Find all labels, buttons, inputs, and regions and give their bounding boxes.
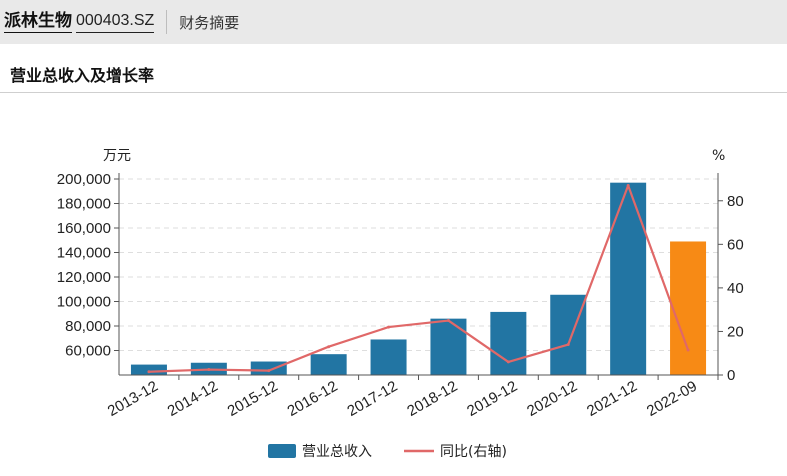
revenue-bars [130,182,707,375]
growth-point-2013-12[interactable] [147,370,151,374]
chart-legend: 营业总收入 同比(右轴) [268,444,507,460]
right-tick-label: 40 [727,280,744,297]
x-tick-label: 2016-12 [284,378,340,420]
x-tick-label: 2015-12 [225,378,281,420]
revenue-bar-2016-12[interactable] [310,354,347,375]
growth-point-2019-12[interactable] [506,360,510,364]
left-tick-label: 180,000 [57,196,111,213]
chart-axes [114,173,723,380]
growth-point-2016-12[interactable] [327,345,331,349]
revenue-bar-2013-12[interactable] [130,364,167,375]
right-axis-unit: % [712,148,725,164]
x-tick-label: 2017-12 [344,378,400,420]
stock-code-link[interactable]: 000403.SZ [76,11,155,33]
left-tick-label: 120,000 [57,269,111,286]
left-tick-label: 60,000 [65,343,111,360]
growth-point-2022-09[interactable] [686,348,690,352]
growth-point-2020-12[interactable] [566,343,570,347]
growth-line [147,184,690,374]
right-tick-label: 20 [727,323,744,340]
left-tick-label: 200,000 [57,171,111,188]
right-tick-label: 0 [727,367,735,384]
growth-point-2021-12[interactable] [626,184,630,188]
growth-point-2015-12[interactable] [267,369,271,373]
x-tick-label: 2013-12 [105,378,161,420]
section-title: 营业总收入及增长率 [10,66,155,85]
legend-revenue-label[interactable]: 营业总收入 [302,444,372,460]
x-tick-label: 2021-12 [584,378,640,420]
right-tick-label: 80 [727,193,744,210]
header-divider [166,10,168,34]
legend-revenue-swatch[interactable] [268,444,296,458]
stock-header-bar: 派林生物 000403.SZ 财务摘要 [0,0,787,44]
x-tick-label: 2022-09 [644,378,700,420]
revenue-bar-2022-09[interactable] [670,241,707,375]
x-tick-label: 2018-12 [404,378,460,420]
left-tick-label: 80,000 [65,318,111,335]
x-tick-label: 2019-12 [464,378,520,420]
stock-name-link[interactable]: 派林生物 [4,11,72,33]
left-axis-unit: 万元 [103,148,131,164]
left-tick-label: 160,000 [57,220,111,237]
x-tick-label: 2014-12 [165,378,221,420]
left-tick-label: 140,000 [57,245,111,262]
growth-polyline[interactable] [148,184,690,373]
revenue-bar-2015-12[interactable] [250,361,287,375]
financial-summary-link[interactable]: 财务摘要 [179,13,240,32]
x-tick-label: 2020-12 [524,378,580,420]
left-tick-label: 100,000 [57,294,111,311]
growth-point-2014-12[interactable] [207,368,211,372]
growth-point-2018-12[interactable] [446,319,450,323]
revenue-bar-2020-12[interactable] [550,294,587,375]
revenue-bar-2021-12[interactable] [610,182,647,375]
revenue-bar-2017-12[interactable] [370,339,407,375]
section-divider [0,92,787,93]
legend-growth-label[interactable]: 同比(右轴) [440,444,507,460]
growth-point-2017-12[interactable] [387,325,391,329]
revenue-bar-2019-12[interactable] [490,311,527,375]
right-tick-label: 60 [727,236,744,253]
revenue-bar-2018-12[interactable] [430,318,467,375]
